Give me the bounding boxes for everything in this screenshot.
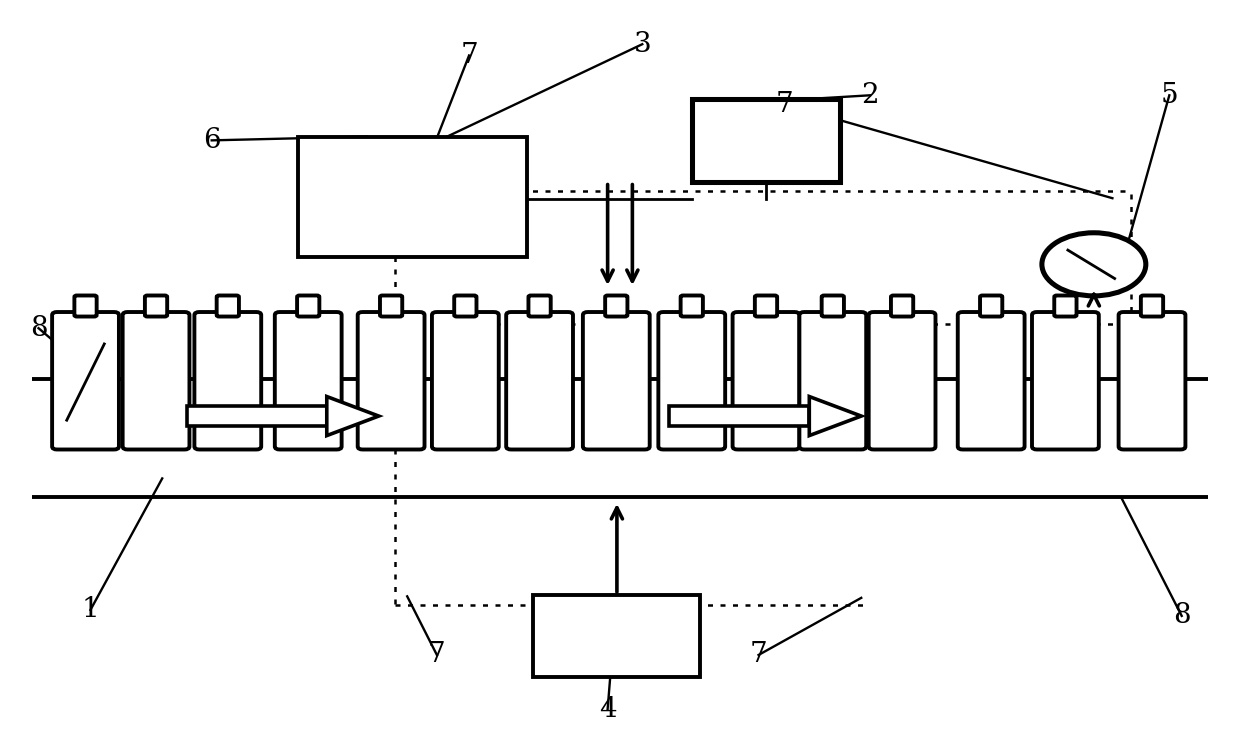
Circle shape — [1042, 233, 1146, 296]
FancyBboxPatch shape — [980, 296, 1002, 317]
FancyBboxPatch shape — [869, 312, 935, 449]
Polygon shape — [810, 397, 862, 436]
FancyBboxPatch shape — [528, 296, 551, 317]
FancyBboxPatch shape — [123, 312, 190, 449]
Text: 7: 7 — [776, 90, 794, 118]
FancyBboxPatch shape — [379, 296, 402, 317]
Text: 3: 3 — [634, 31, 651, 58]
Polygon shape — [327, 397, 378, 436]
Text: 2: 2 — [861, 81, 879, 109]
FancyBboxPatch shape — [432, 312, 498, 449]
FancyBboxPatch shape — [583, 312, 650, 449]
FancyBboxPatch shape — [1054, 296, 1076, 317]
FancyBboxPatch shape — [605, 296, 627, 317]
Text: 4: 4 — [599, 695, 616, 722]
Bar — [299, 136, 527, 257]
FancyBboxPatch shape — [195, 312, 262, 449]
FancyBboxPatch shape — [733, 312, 800, 449]
FancyBboxPatch shape — [1032, 312, 1099, 449]
Bar — [692, 99, 841, 182]
FancyBboxPatch shape — [52, 312, 119, 449]
FancyBboxPatch shape — [506, 312, 573, 449]
FancyBboxPatch shape — [822, 296, 844, 317]
FancyBboxPatch shape — [800, 312, 867, 449]
FancyBboxPatch shape — [74, 296, 97, 317]
Text: 5: 5 — [1161, 81, 1178, 109]
FancyBboxPatch shape — [755, 296, 777, 317]
FancyBboxPatch shape — [892, 296, 913, 317]
FancyBboxPatch shape — [275, 312, 342, 449]
FancyBboxPatch shape — [217, 296, 239, 317]
Bar — [187, 406, 327, 426]
FancyBboxPatch shape — [145, 296, 167, 317]
FancyBboxPatch shape — [1118, 312, 1185, 449]
Text: 6: 6 — [203, 127, 221, 154]
Text: 7: 7 — [428, 642, 445, 669]
FancyBboxPatch shape — [298, 296, 320, 317]
FancyBboxPatch shape — [957, 312, 1024, 449]
Bar — [533, 595, 701, 678]
FancyBboxPatch shape — [658, 312, 725, 449]
Text: 8: 8 — [1173, 602, 1190, 630]
Text: 7: 7 — [750, 642, 768, 669]
Text: 1: 1 — [82, 596, 99, 624]
FancyBboxPatch shape — [454, 296, 476, 317]
Text: 7: 7 — [460, 42, 477, 69]
Text: 8: 8 — [30, 314, 47, 342]
FancyBboxPatch shape — [681, 296, 703, 317]
FancyBboxPatch shape — [1141, 296, 1163, 317]
Bar — [670, 406, 810, 426]
FancyBboxPatch shape — [357, 312, 424, 449]
